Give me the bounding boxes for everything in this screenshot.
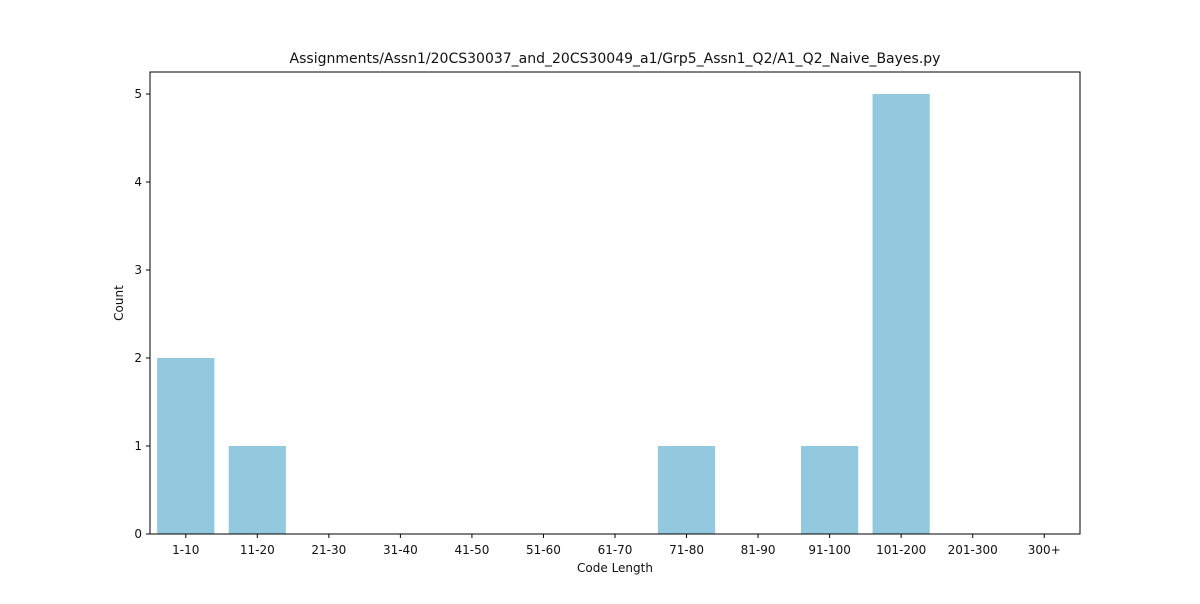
plot-frame	[149, 71, 1081, 535]
x-axis-label: Code Length	[577, 561, 653, 575]
x-tick-label: 300+	[1028, 543, 1061, 557]
bar-91-100	[801, 446, 859, 534]
x-tick-label: 41-50	[454, 543, 489, 557]
x-tick-label: 11-20	[240, 543, 275, 557]
bar-11-20	[228, 446, 286, 534]
x-tick-label: 81-90	[741, 543, 776, 557]
bar-1-10	[157, 358, 215, 534]
y-tick-label: 3	[134, 263, 142, 277]
y-tick-label: 4	[134, 175, 142, 189]
x-tick-label: 101-200	[876, 543, 926, 557]
y-axis-ticks: 0 1 2 3 4 5	[134, 87, 150, 541]
bars-layer	[157, 94, 930, 534]
bar-101-200	[872, 94, 930, 534]
x-tick-label: 201-300	[948, 543, 998, 557]
x-tick-label: 51-60	[526, 543, 561, 557]
chart-title: Assignments/Assn1/20CS30037_and_20CS3004…	[290, 51, 941, 67]
y-tick-label: 2	[134, 351, 142, 365]
x-tick-label: 1-10	[172, 543, 199, 557]
y-axis-label: Count	[112, 285, 126, 321]
bar-71-80	[657, 446, 716, 534]
x-tick-label: 31-40	[383, 543, 418, 557]
y-tick-label: 0	[134, 527, 142, 541]
y-tick-label: 5	[134, 87, 142, 101]
x-tick-label: 91-100	[808, 543, 851, 557]
x-tick-label: 21-30	[311, 543, 346, 557]
x-axis-ticks: 1-10 11-20 21-30 31-40 41-50 51-60 61-70 71-80 8…	[172, 534, 1061, 557]
y-tick-label: 1	[134, 439, 142, 453]
x-tick-label: 61-70	[598, 543, 633, 557]
x-tick-label: 71-80	[669, 543, 704, 557]
